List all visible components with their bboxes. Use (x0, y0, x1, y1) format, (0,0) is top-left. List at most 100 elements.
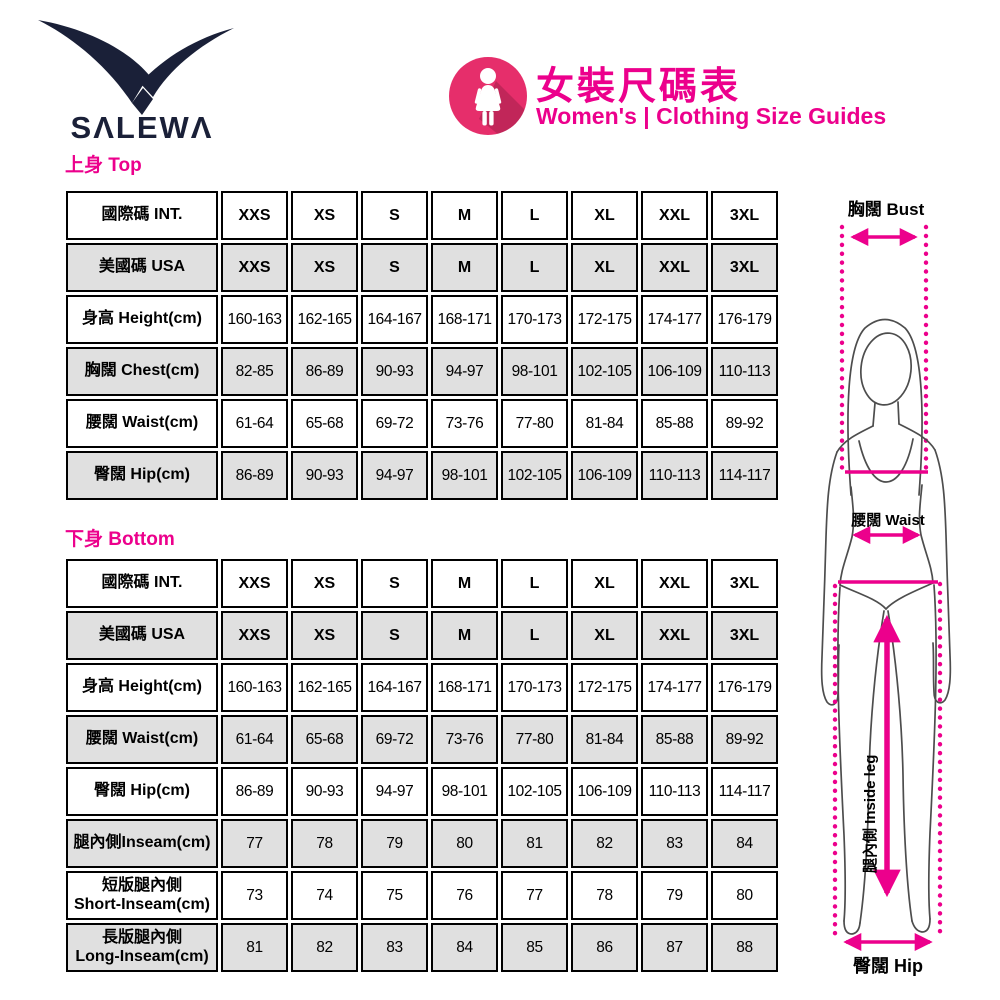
size-cell: 102-105 (501, 451, 568, 500)
size-cell: M (431, 559, 498, 608)
size-cell: XL (571, 559, 638, 608)
row-label: 長版腿內側 Long-Inseam(cm) (66, 923, 218, 972)
size-cell: 86-89 (221, 451, 288, 500)
size-cell: 65-68 (291, 715, 358, 764)
table-row: 胸闊 Chest(cm) 82-85 86-89 90-93 94-97 98-101 10… (66, 347, 778, 396)
size-cell: 81-84 (571, 715, 638, 764)
size-cell: 176-179 (711, 295, 778, 344)
row-label: 胸闊 Chest(cm) (66, 347, 218, 396)
size-cell: XS (291, 191, 358, 240)
hip-label: 臀闊 Hip (853, 956, 923, 976)
size-cell: 83 (361, 923, 428, 972)
table-row: 臀闊 Hip(cm) 86-89 90-93 94-97 98-101 102-105 10… (66, 451, 778, 500)
size-cell: L (501, 611, 568, 660)
logo-wordmark: SΛLEWΛ (71, 110, 214, 145)
size-cell: 84 (431, 923, 498, 972)
size-cell: 79 (641, 871, 708, 920)
size-cell: 89-92 (711, 399, 778, 448)
size-cell: L (501, 559, 568, 608)
size-cell: 75 (361, 871, 428, 920)
row-label: 國際碼 INT. (66, 559, 218, 608)
size-cell: 89-92 (711, 715, 778, 764)
section-label-top: 上身 Top (65, 155, 142, 176)
size-cell: 114-117 (711, 767, 778, 816)
bust-label: 胸闊 Bust (848, 199, 925, 219)
size-cell: 77-80 (501, 399, 568, 448)
top-size-table: 國際碼 INT. XXS XS S M L XL XXL 3XL 美國碼 USA XXS XS S M L X… (63, 188, 781, 503)
size-cell: 78 (291, 819, 358, 868)
size-cell: 82-85 (221, 347, 288, 396)
size-cell: 90-93 (291, 451, 358, 500)
size-cell: 98-101 (501, 347, 568, 396)
row-label: 美國碼 USA (66, 611, 218, 660)
row-label: 臀闊 Hip(cm) (66, 767, 218, 816)
size-cell: 172-175 (571, 663, 638, 712)
size-cell: 81 (501, 819, 568, 868)
size-cell: 164-167 (361, 295, 428, 344)
size-cell: 106-109 (571, 451, 638, 500)
size-cell: 102-105 (501, 767, 568, 816)
row-label: 腰闊 Waist(cm) (66, 715, 218, 764)
size-cell: 86-89 (291, 347, 358, 396)
table-row: 身高 Height(cm) 160-163 162-165 164-167 168-17… (66, 663, 778, 712)
size-cell: 160-163 (221, 295, 288, 344)
size-cell: 3XL (711, 243, 778, 292)
size-cell: 83 (641, 819, 708, 868)
size-cell: 86-89 (221, 767, 288, 816)
size-cell: 110-113 (641, 451, 708, 500)
size-cell: 3XL (711, 559, 778, 608)
size-cell: 77 (221, 819, 288, 868)
table-row: 國際碼 INT. XXS XS S M L XL XXL 3XL (66, 559, 778, 608)
size-cell: 79 (361, 819, 428, 868)
size-cell: 77 (501, 871, 568, 920)
size-cell: XL (571, 243, 638, 292)
size-cell: M (431, 243, 498, 292)
size-cell: 90-93 (291, 767, 358, 816)
size-cell: S (361, 243, 428, 292)
size-cell: 170-173 (501, 295, 568, 344)
size-cell: 69-72 (361, 399, 428, 448)
size-cell: 85-88 (641, 715, 708, 764)
size-cell: 74 (291, 871, 358, 920)
size-cell: S (361, 559, 428, 608)
size-cell: 61-64 (221, 399, 288, 448)
size-cell: 174-177 (641, 295, 708, 344)
table-row: 美國碼 USA XXS XS S M L XL XXL 3XL (66, 243, 778, 292)
size-cell: XXS (221, 191, 288, 240)
table-row: 長版腿內側 Long-Inseam(cm) 81 82 83 84 85 86 87 88 (66, 923, 778, 972)
size-cell: 80 (711, 871, 778, 920)
salewa-logo: SΛLEWΛ (38, 20, 234, 145)
size-cell: 168-171 (431, 295, 498, 344)
size-cell: 78 (571, 871, 638, 920)
size-cell: 85 (501, 923, 568, 972)
size-cell: 3XL (711, 191, 778, 240)
size-cell: M (431, 191, 498, 240)
table-row: 短版腿內側 Short-Inseam(cm) 73 74 75 76 77 78 79 80 (66, 871, 778, 920)
size-cell: XS (291, 559, 358, 608)
size-cell: XS (291, 611, 358, 660)
waist-label: 腰闊 Waist (850, 512, 925, 529)
size-cell: XL (571, 191, 638, 240)
size-cell: 73-76 (431, 399, 498, 448)
size-cell: 160-163 (221, 663, 288, 712)
size-cell: 176-179 (711, 663, 778, 712)
size-cell: 110-113 (641, 767, 708, 816)
size-cell: 98-101 (431, 767, 498, 816)
table-row: 國際碼 INT. XXS XS S M L XL XXL 3XL (66, 191, 778, 240)
eagle-icon (38, 20, 234, 115)
size-cell: 106-109 (641, 347, 708, 396)
size-cell: 90-93 (361, 347, 428, 396)
size-cell: 94-97 (361, 767, 428, 816)
size-cell: M (431, 611, 498, 660)
size-cell: 77-80 (501, 715, 568, 764)
size-cell: 114-117 (711, 451, 778, 500)
size-cell: 61-64 (221, 715, 288, 764)
size-cell: 3XL (711, 611, 778, 660)
table-row: 腰闊 Waist(cm) 61-64 65-68 69-72 73-76 77-80 81-… (66, 715, 778, 764)
row-label: 腰闊 Waist(cm) (66, 399, 218, 448)
row-label: 臀闊 Hip(cm) (66, 451, 218, 500)
size-cell: 65-68 (291, 399, 358, 448)
size-cell: 98-101 (431, 451, 498, 500)
size-cell: 172-175 (571, 295, 638, 344)
size-cell: 81-84 (571, 399, 638, 448)
